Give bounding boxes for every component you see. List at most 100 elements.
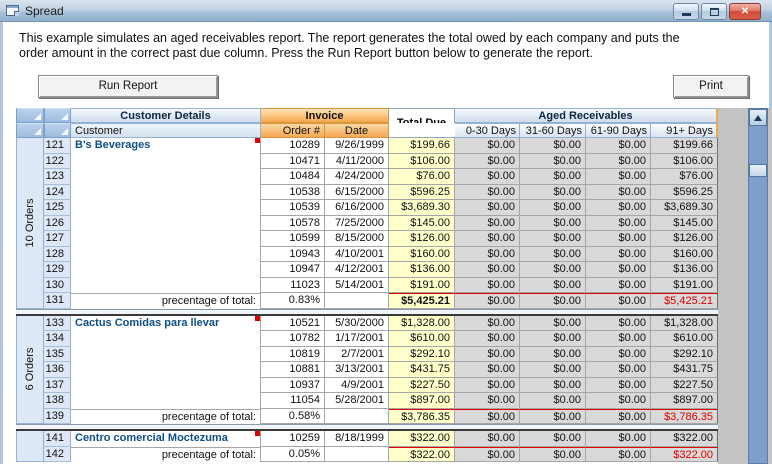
total-due-cell[interactable]: $76.00	[389, 169, 455, 185]
date-cell[interactable]: 1/17/2001	[325, 331, 389, 347]
aged-61-90-header[interactable]: 61-90 Days	[586, 123, 651, 138]
total-due-sum-cell[interactable]: $322.00	[389, 446, 455, 462]
total-due-cell[interactable]: $126.00	[389, 231, 455, 247]
customer-column-header[interactable]: Customer	[71, 123, 261, 138]
row-number-cell[interactable]: 124	[44, 184, 71, 200]
customer-cell[interactable]	[71, 200, 261, 216]
date-cell[interactable]: 5/14/2001	[325, 277, 389, 293]
aged-cell[interactable]: $610.00	[651, 331, 718, 347]
customer-cell[interactable]	[71, 362, 261, 378]
percentage-label-cell[interactable]: precentage of total:	[71, 446, 261, 462]
customer-cell[interactable]	[71, 346, 261, 362]
total-due-cell[interactable]: $322.00	[389, 431, 455, 447]
date-cell[interactable]: 7/25/2000	[325, 215, 389, 231]
total-due-cell[interactable]: $431.75	[389, 362, 455, 378]
aged-cell[interactable]: $0.00	[586, 215, 651, 231]
percentage-label-cell[interactable]: precentage of total:	[71, 293, 261, 309]
date-cell[interactable]: 9/26/1999	[325, 138, 389, 154]
aged-cell[interactable]: $0.00	[520, 277, 586, 293]
order-cell[interactable]: 10484	[261, 169, 325, 185]
total-due-cell[interactable]: $106.00	[389, 153, 455, 169]
scroll-thumb[interactable]	[749, 164, 767, 177]
percentage-value-cell[interactable]: 0.05%	[261, 446, 325, 462]
aged-cell[interactable]: $0.00	[520, 246, 586, 262]
date-cell[interactable]: 8/18/1999	[325, 431, 389, 447]
row-number-cell[interactable]: 128	[44, 246, 71, 262]
aged-cell[interactable]: $0.00	[520, 138, 586, 154]
customer-cell[interactable]	[71, 377, 261, 393]
aged-cell[interactable]: $0.00	[586, 153, 651, 169]
aged-cell[interactable]: $0.00	[586, 277, 651, 293]
date-cell[interactable]: 4/11/2000	[325, 153, 389, 169]
aged-cell[interactable]: $0.00	[455, 262, 520, 278]
customer-cell[interactable]	[71, 262, 261, 278]
order-cell[interactable]: 10881	[261, 362, 325, 378]
corner-rownum-header[interactable]	[44, 108, 71, 123]
aged-sum-cell[interactable]: $0.00	[455, 446, 520, 462]
total-due-cell[interactable]: $1,328.00	[389, 315, 455, 331]
date-cell[interactable]: 6/15/2000	[325, 184, 389, 200]
row-number-cell[interactable]: 137	[44, 377, 71, 393]
row-number-cell[interactable]: 141	[44, 431, 71, 447]
aged-cell[interactable]: $0.00	[520, 315, 586, 331]
aged-cell[interactable]: $0.00	[586, 138, 651, 154]
row-number-cell[interactable]: 133	[44, 315, 71, 331]
row-number-cell[interactable]: 130	[44, 277, 71, 293]
aged-91-header[interactable]: 91+ Days	[651, 123, 718, 138]
close-button[interactable]: ✕	[729, 3, 761, 20]
total-due-sum-cell[interactable]: $5,425.21	[389, 293, 455, 309]
percentage-value-cell[interactable]: 0.58%	[261, 408, 325, 424]
aged-cell[interactable]: $0.00	[455, 377, 520, 393]
total-due-cell[interactable]: $596.25	[389, 184, 455, 200]
corner-group-header[interactable]	[16, 108, 44, 123]
aged-31-60-header[interactable]: 31-60 Days	[520, 123, 586, 138]
aged-sum-cell[interactable]: $3,786.35	[651, 408, 718, 424]
date-cell[interactable]: 6/16/2000	[325, 200, 389, 216]
aged-cell[interactable]: $0.00	[520, 215, 586, 231]
order-cell[interactable]: 10521	[261, 315, 325, 331]
date-cell[interactable]: 8/15/2000	[325, 231, 389, 247]
aged-cell[interactable]: $0.00	[586, 346, 651, 362]
aged-cell[interactable]: $0.00	[455, 331, 520, 347]
customer-cell[interactable]	[71, 246, 261, 262]
aged-0-30-header[interactable]: 0-30 Days	[455, 123, 520, 138]
date-cell[interactable]	[325, 446, 389, 462]
customer-cell[interactable]	[71, 184, 261, 200]
aged-cell[interactable]: $0.00	[455, 362, 520, 378]
aged-cell[interactable]: $0.00	[455, 315, 520, 331]
order-cell[interactable]: 10937	[261, 377, 325, 393]
total-due-sum-cell[interactable]: $3,786.35	[389, 408, 455, 424]
row-number-cell[interactable]: 122	[44, 153, 71, 169]
total-due-cell[interactable]: $136.00	[389, 262, 455, 278]
invoice-header[interactable]: Invoice	[261, 108, 389, 123]
aged-cell[interactable]: $0.00	[455, 231, 520, 247]
total-due-cell[interactable]: $610.00	[389, 331, 455, 347]
row-number-cell[interactable]: 121	[44, 138, 71, 154]
date-cell[interactable]: 2/7/2001	[325, 346, 389, 362]
aged-sum-cell[interactable]: $5,425.21	[651, 293, 718, 309]
aged-cell[interactable]: $199.66	[651, 138, 718, 154]
customer-cell[interactable]	[71, 393, 261, 409]
aged-cell[interactable]: $145.00	[651, 215, 718, 231]
date-cell[interactable]: 4/12/2001	[325, 262, 389, 278]
aged-cell[interactable]: $0.00	[586, 169, 651, 185]
total-due-cell[interactable]: $897.00	[389, 393, 455, 409]
total-due-cell[interactable]: $160.00	[389, 246, 455, 262]
aged-cell[interactable]: $0.00	[455, 277, 520, 293]
corner-group-subheader[interactable]	[16, 123, 44, 138]
aged-cell[interactable]: $0.00	[520, 184, 586, 200]
percentage-value-cell[interactable]: 0.83%	[261, 293, 325, 309]
customer-cell[interactable]	[71, 231, 261, 247]
row-number-cell[interactable]: 125	[44, 200, 71, 216]
total-due-cell[interactable]: $227.50	[389, 377, 455, 393]
aged-cell[interactable]: $0.00	[520, 331, 586, 347]
aged-cell[interactable]: $0.00	[455, 431, 520, 447]
row-number-cell[interactable]: 134	[44, 331, 71, 347]
aged-cell[interactable]: $0.00	[520, 393, 586, 409]
order-cell[interactable]: 11023	[261, 277, 325, 293]
aged-cell[interactable]: $0.00	[455, 138, 520, 154]
aged-receivables-header[interactable]: Aged Receivables	[455, 108, 718, 123]
aged-cell[interactable]: $431.75	[651, 362, 718, 378]
aged-cell[interactable]: $0.00	[586, 231, 651, 247]
aged-sum-cell[interactable]: $322.00	[651, 446, 718, 462]
